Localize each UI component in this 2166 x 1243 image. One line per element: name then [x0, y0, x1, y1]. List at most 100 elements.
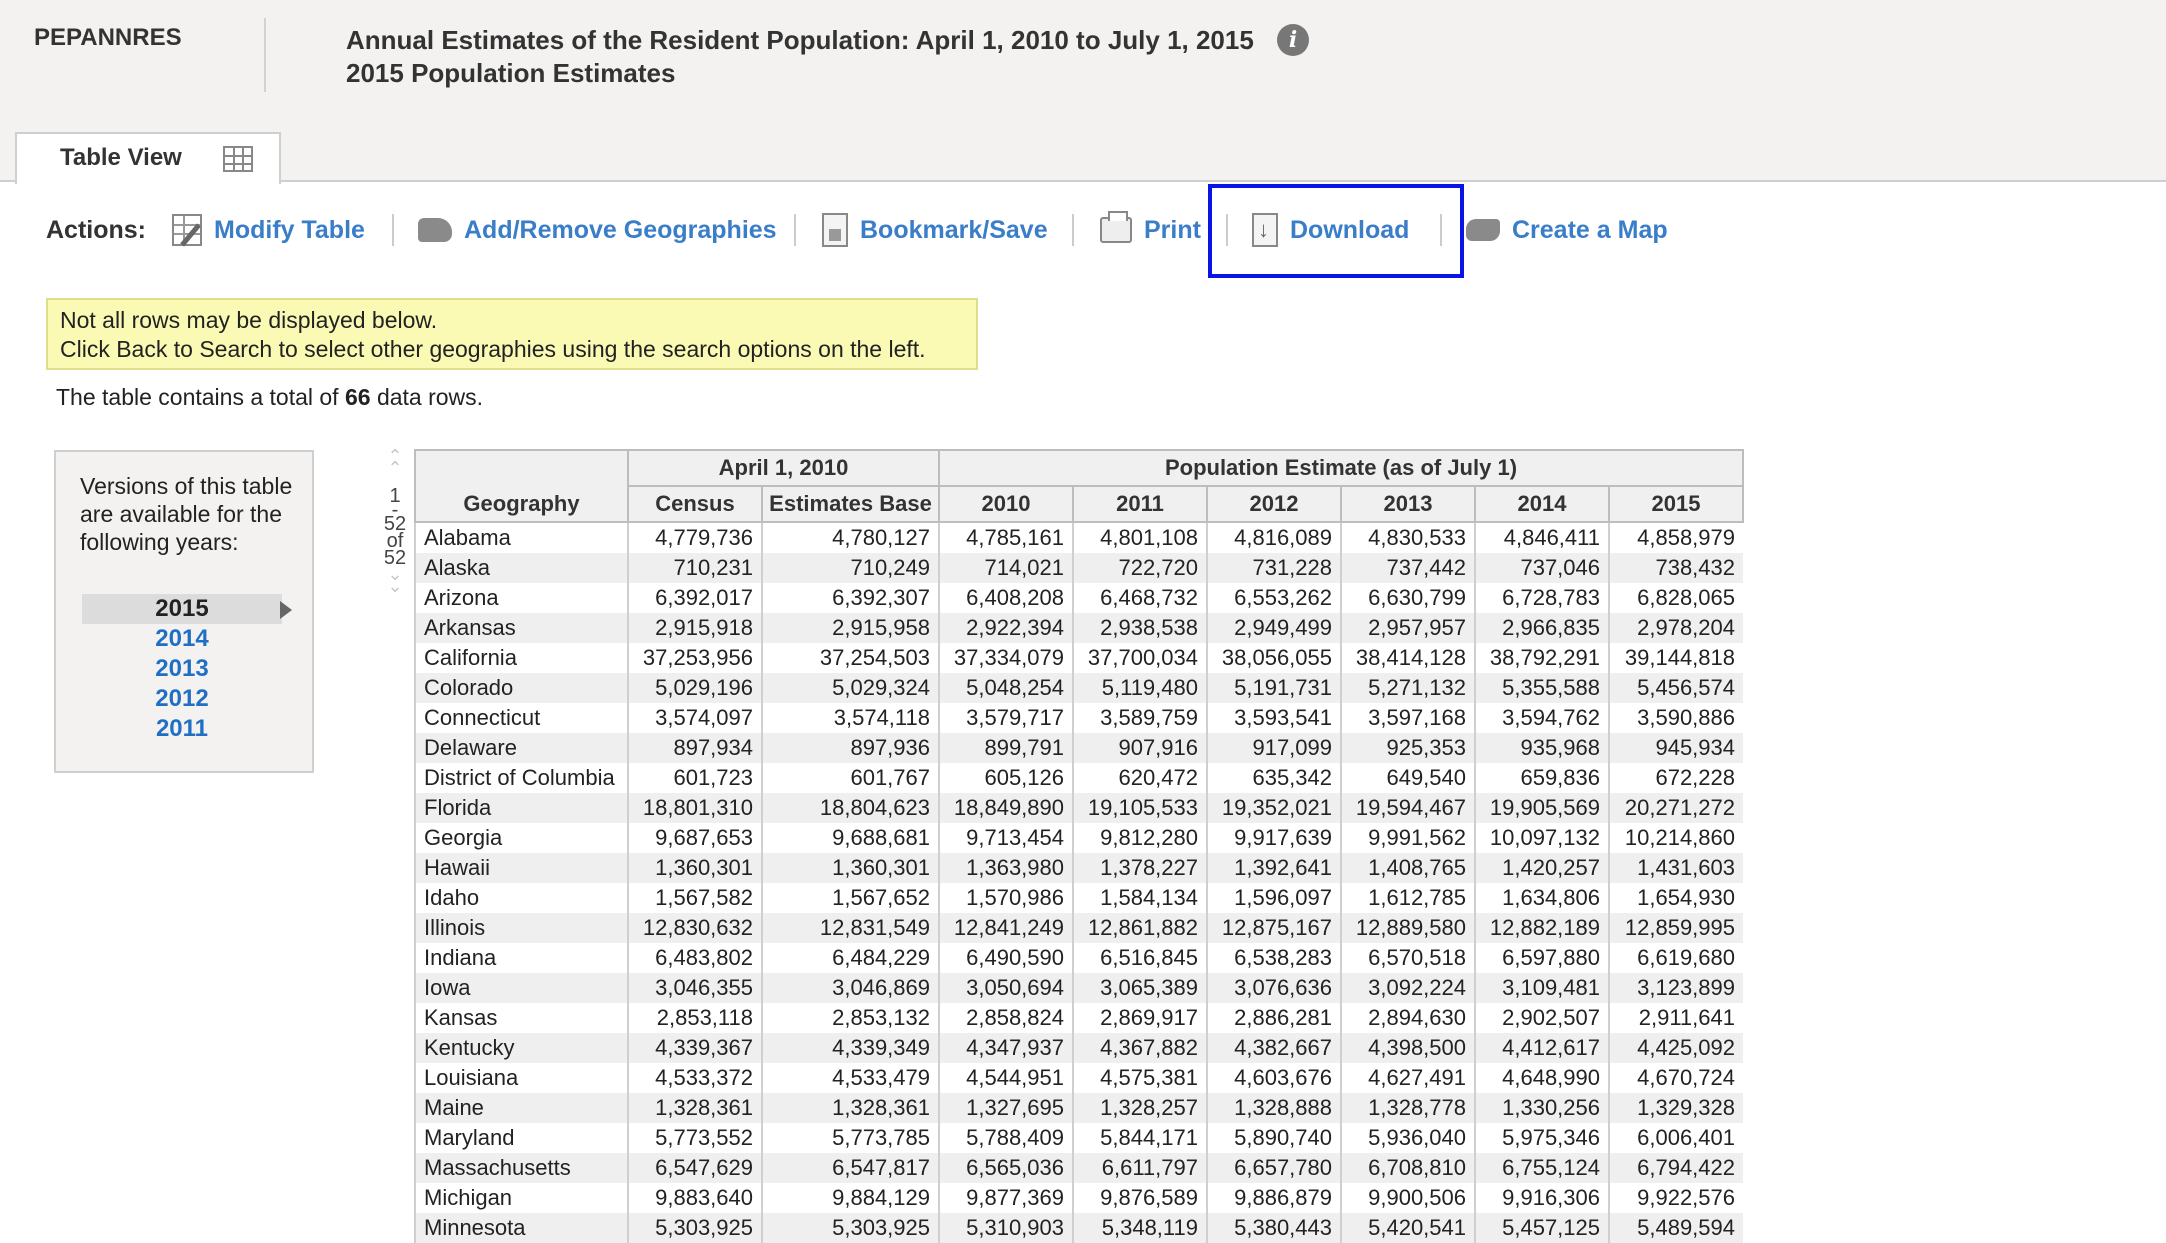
geography-cell[interactable]: Illinois	[414, 913, 628, 943]
geography-cell[interactable]: Connecticut	[414, 703, 628, 733]
value-cell: 4,339,349	[761, 1033, 939, 1063]
column-header-2014[interactable]: 2014	[1474, 485, 1610, 523]
create-map-button[interactable]: Create a Map	[1466, 210, 1668, 250]
table-id: PEPANNRES	[34, 24, 182, 51]
table-row: District of Columbia 601,723 601,767 605,12…	[414, 763, 1743, 793]
value-cell: 1,330,256	[1474, 1093, 1609, 1123]
column-header-estimates-base[interactable]: Estimates Base	[761, 485, 940, 523]
value-cell: 4,780,127	[761, 522, 939, 553]
geography-cell[interactable]: Georgia	[414, 823, 628, 853]
geography-cell[interactable]: Louisiana	[414, 1063, 628, 1093]
value-cell: 12,861,882	[1072, 913, 1207, 943]
value-cell: 2,949,499	[1206, 613, 1341, 643]
print-button[interactable]: Print	[1100, 210, 1201, 250]
actions-label: Actions:	[46, 216, 146, 244]
download-button[interactable]: Download	[1252, 210, 1409, 250]
geography-cell[interactable]: Hawaii	[414, 853, 628, 883]
value-cell: 5,457,125	[1474, 1213, 1609, 1243]
value-cell: 897,936	[761, 733, 939, 763]
action-label: Bookmark/Save	[860, 215, 1048, 244]
add-remove-geographies-button[interactable]: Add/Remove Geographies	[418, 210, 777, 250]
value-cell: 899,791	[938, 733, 1073, 763]
year-link-2014[interactable]: 2014	[155, 625, 209, 652]
column-header-census[interactable]: Census	[627, 485, 763, 523]
value-cell: 4,603,676	[1206, 1063, 1341, 1093]
geography-cell[interactable]: Arkansas	[414, 613, 628, 643]
row-count-suffix: data rows.	[376, 384, 484, 410]
printer-icon	[1100, 211, 1132, 243]
value-cell: 3,594,762	[1474, 703, 1609, 733]
tab-label: Table View	[60, 144, 182, 171]
last-page-icon[interactable]: ⌄ ⌄	[387, 564, 403, 596]
geography-cell[interactable]: Massachusetts	[414, 1153, 628, 1183]
geography-cell[interactable]: California	[414, 643, 628, 673]
table-row: Louisiana 4,533,372 4,533,479 4,544,951 4,57…	[414, 1063, 1743, 1093]
value-cell: 4,367,882	[1072, 1033, 1207, 1063]
value-cell: 3,589,759	[1072, 703, 1207, 733]
geography-cell[interactable]: Colorado	[414, 673, 628, 703]
first-page-icon[interactable]: ⌃ ⌃	[387, 446, 403, 478]
value-cell: 2,915,958	[761, 613, 939, 643]
value-cell: 18,801,310	[627, 793, 762, 823]
geography-cell[interactable]: Delaware	[414, 733, 628, 763]
column-header-2013[interactable]: 2013	[1340, 485, 1476, 523]
pager-end: 52	[383, 513, 407, 535]
tab-table-view[interactable]: Table View	[15, 132, 281, 184]
value-cell: 925,353	[1340, 733, 1475, 763]
value-cell: 10,097,132	[1474, 823, 1609, 853]
value-cell: 1,328,361	[761, 1093, 939, 1123]
geography-cell[interactable]: Alaska	[414, 553, 628, 583]
geography-cell[interactable]: Minnesota	[414, 1213, 628, 1243]
table-row: Alabama 4,779,736 4,780,127 4,785,161 4,801,…	[414, 522, 1743, 553]
geography-cell[interactable]: Iowa	[414, 973, 628, 1003]
table-row: Indiana 6,483,802 6,484,229 6,490,590 6,516,…	[414, 943, 1743, 973]
action-separator	[392, 214, 394, 246]
value-cell: 4,648,990	[1474, 1063, 1609, 1093]
value-cell: 9,916,306	[1474, 1183, 1609, 1213]
value-cell: 1,360,301	[627, 853, 762, 883]
geography-cell[interactable]: District of Columbia	[414, 763, 628, 793]
value-cell: 659,836	[1474, 763, 1609, 793]
table-row: Kansas 2,853,118 2,853,132 2,858,824 2,869,9…	[414, 1003, 1743, 1033]
value-cell: 37,700,034	[1072, 643, 1207, 673]
value-cell: 5,348,119	[1072, 1213, 1207, 1243]
value-cell: 2,853,132	[761, 1003, 939, 1033]
value-cell: 12,831,549	[761, 913, 939, 943]
geography-cell[interactable]: Alabama	[414, 522, 628, 553]
geography-cell[interactable]: Florida	[414, 793, 628, 823]
geography-cell[interactable]: Kentucky	[414, 1033, 628, 1063]
value-cell: 9,687,653	[627, 823, 762, 853]
year-link-2011[interactable]: 2011	[155, 715, 209, 742]
year-link-2012[interactable]: 2012	[155, 685, 209, 712]
geography-cell[interactable]: Arizona	[414, 583, 628, 613]
value-cell: 2,894,630	[1340, 1003, 1475, 1033]
notice-line-1: Not all rows may be displayed below.	[60, 307, 438, 333]
value-cell: 18,804,623	[761, 793, 939, 823]
bookmark-save-button[interactable]: Bookmark/Save	[822, 210, 1048, 250]
value-cell: 9,917,639	[1206, 823, 1341, 853]
value-cell: 6,483,802	[627, 943, 762, 973]
value-cell: 1,567,582	[627, 883, 762, 913]
column-header-2010[interactable]: 2010	[938, 485, 1074, 523]
geography-cell[interactable]: Michigan	[414, 1183, 628, 1213]
row-pager: ⌃ ⌃ 1 - 52 of 52 ⌄ ⌄	[380, 446, 410, 596]
value-cell: 6,468,732	[1072, 583, 1207, 613]
geography-cell[interactable]: Idaho	[414, 883, 628, 913]
modify-table-button[interactable]: Modify Table	[172, 210, 365, 250]
info-icon[interactable]: i	[1277, 24, 1309, 56]
value-cell: 4,816,089	[1206, 522, 1341, 553]
value-cell: 6,565,036	[938, 1153, 1073, 1183]
column-header-2011[interactable]: 2011	[1072, 485, 1208, 523]
year-link-2013[interactable]: 2013	[155, 655, 209, 682]
geography-cell[interactable]: Kansas	[414, 1003, 628, 1033]
geography-cell[interactable]: Maine	[414, 1093, 628, 1123]
value-cell: 12,859,995	[1608, 913, 1743, 943]
geography-cell[interactable]: Indiana	[414, 943, 628, 973]
column-header-geography[interactable]: Geography	[414, 449, 629, 523]
column-header-2012[interactable]: 2012	[1206, 485, 1342, 523]
column-header-2015[interactable]: 2015	[1608, 485, 1744, 523]
value-cell: 2,957,957	[1340, 613, 1475, 643]
geography-cell[interactable]: Maryland	[414, 1123, 628, 1153]
header-divider	[264, 18, 266, 92]
value-cell: 4,846,411	[1474, 522, 1609, 553]
